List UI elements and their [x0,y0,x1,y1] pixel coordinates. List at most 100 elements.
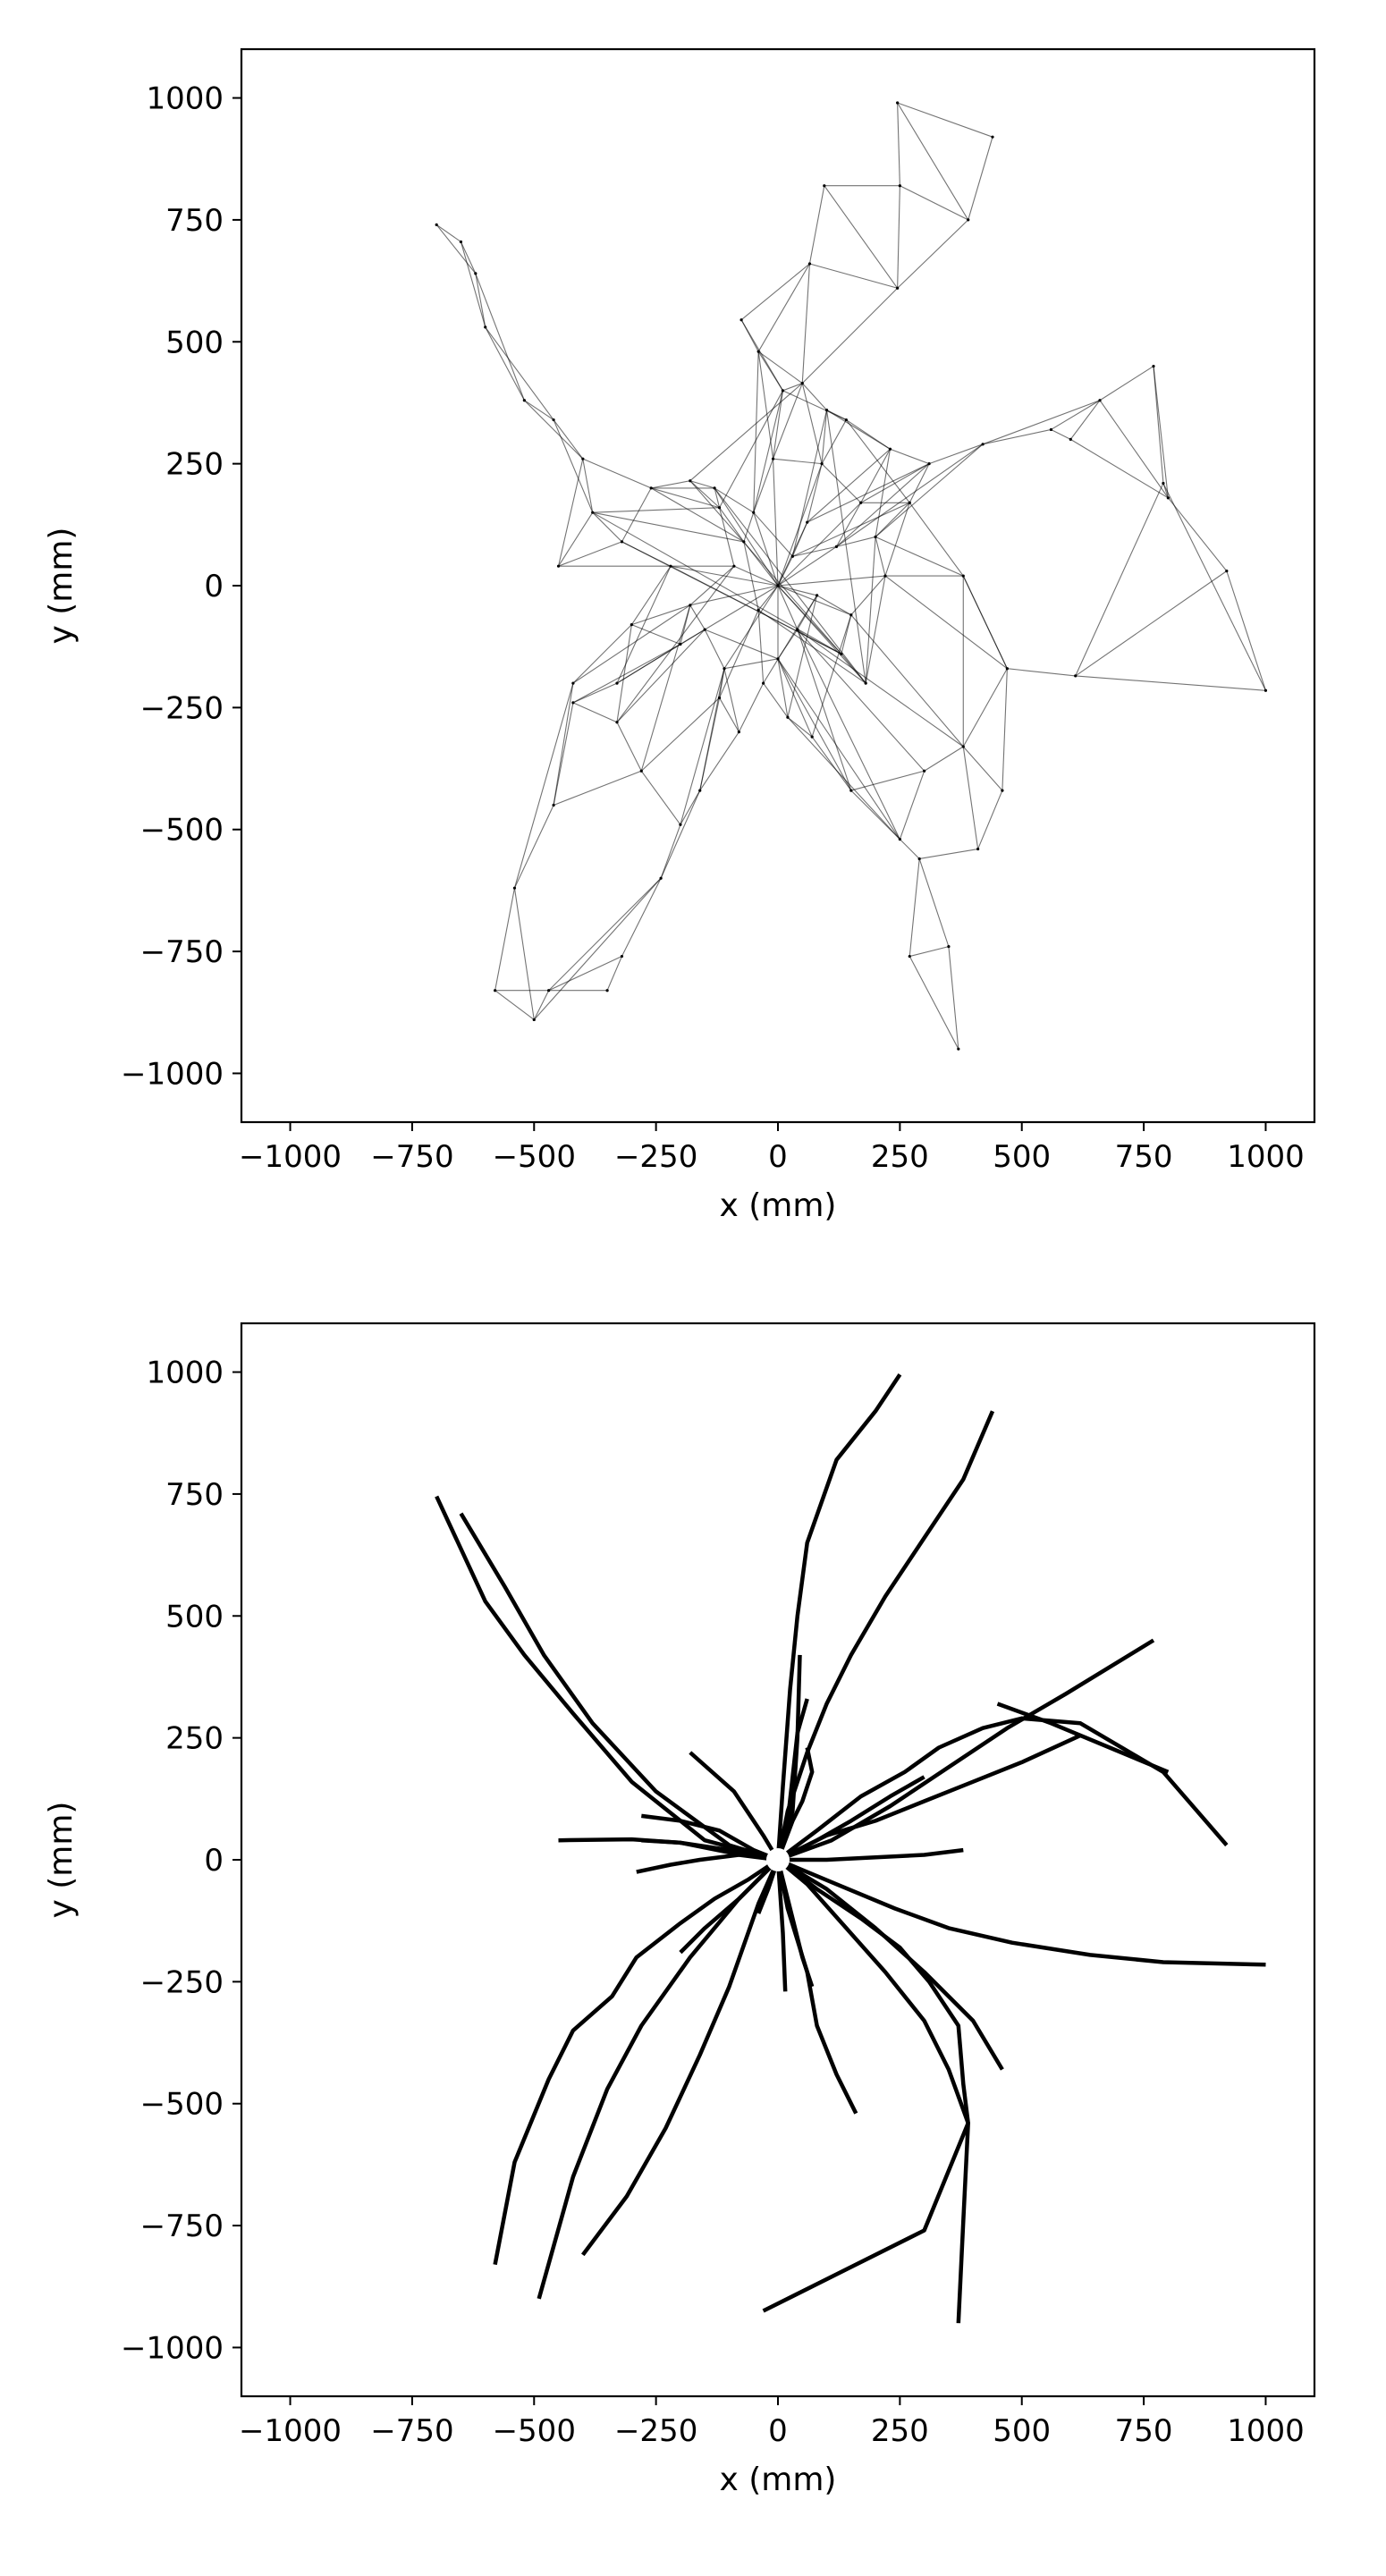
network-edge [753,458,774,513]
x-tick-label: 750 [1115,1139,1173,1175]
network-edge [797,629,900,840]
network-node [620,540,624,544]
trajectory-line [775,1698,809,1861]
trajectory-line [777,1638,1155,1862]
network-edge [875,443,984,537]
y-tick: −250 [140,690,241,726]
trajectory-line [775,1859,788,1992]
network-node [806,520,809,524]
network-node [981,443,985,446]
network-node [581,457,585,460]
network-node [1162,481,1165,486]
x-tick: 250 [871,1122,929,1175]
network-node [908,501,911,504]
x-tick-label: −250 [614,1139,697,1175]
trajectory-line [777,1857,1266,1967]
network-edge [582,459,594,513]
network-edge [743,512,755,543]
network-edge [884,503,910,577]
y-tick-label: 500 [165,325,224,360]
network-edge [787,716,900,840]
network-node [556,564,561,568]
x-tick-label: 0 [768,2413,788,2449]
network-node [898,838,901,841]
x-tick: −1000 [239,1122,342,1175]
network-edge [1075,483,1164,677]
network-edge [850,575,886,616]
network-edge [660,790,701,879]
network-edge [811,614,852,738]
y-tick-label: −250 [140,690,224,726]
y-tick: 1000 [146,81,241,117]
network-edge [836,463,930,547]
x-tick-label: 250 [871,1139,929,1175]
y-tick: 250 [165,1721,241,1757]
network-node [888,447,892,451]
y-tick: 500 [165,325,241,360]
network-edge [816,595,852,616]
network-node [820,462,824,466]
network-edge [553,419,594,513]
network-node [844,418,848,422]
network-edge [699,668,725,791]
network-node [923,769,926,773]
network-edge [558,459,584,567]
network-edge [753,351,759,513]
network-edge [689,565,735,606]
network-edge [651,487,720,509]
network-edge [733,565,779,587]
trajectory-line [636,1853,779,1874]
network-edge [1162,483,1266,691]
network-node [522,399,526,402]
network-edge [777,658,813,738]
network-node [1001,789,1004,792]
network-edge [719,697,739,732]
network-edge [616,643,681,684]
network-edge [723,668,739,732]
network-edge [592,511,744,543]
y-tick-label: −250 [140,1964,224,2000]
network-node [816,594,819,597]
y-tick: 500 [165,1599,241,1634]
network-edge [763,682,789,718]
y-tick-label: −500 [140,2087,224,2123]
network-edge [763,595,818,684]
x-tick: 0 [768,2396,788,2449]
y-tick-label: −500 [140,813,224,849]
trajectory-line [776,1716,1229,1862]
network-edge [797,629,852,791]
network-edge [1153,366,1169,498]
network-edge [621,487,652,543]
network-edge [1001,668,1008,791]
network-edge [899,839,920,859]
network-node [776,657,780,661]
network-node [639,769,643,773]
x-tick-label: 500 [993,1139,1051,1175]
network-node [689,604,692,607]
network-node [752,511,756,514]
network-edge [791,521,808,557]
network-node [630,623,633,627]
network-edge [801,383,827,411]
network-edge [548,956,622,992]
network-edge [494,888,515,991]
network-edge [777,658,852,791]
network-edge [807,463,930,523]
network-edge [553,419,584,460]
x-tick-label: 500 [993,2413,1051,2449]
network-edge [723,658,779,670]
network-edge [962,746,1003,791]
network-edge [909,463,930,503]
network-edge [714,487,866,684]
network-edge [757,351,774,460]
network-edge [824,185,899,289]
trajectory-line [775,1859,858,2115]
network-node [776,584,780,587]
network-edge [689,604,706,630]
y-tick-label: −1000 [121,2330,224,2366]
network-edge [548,877,662,992]
network-node [1263,688,1268,692]
network-node [781,389,785,393]
network-edge [494,990,535,1020]
